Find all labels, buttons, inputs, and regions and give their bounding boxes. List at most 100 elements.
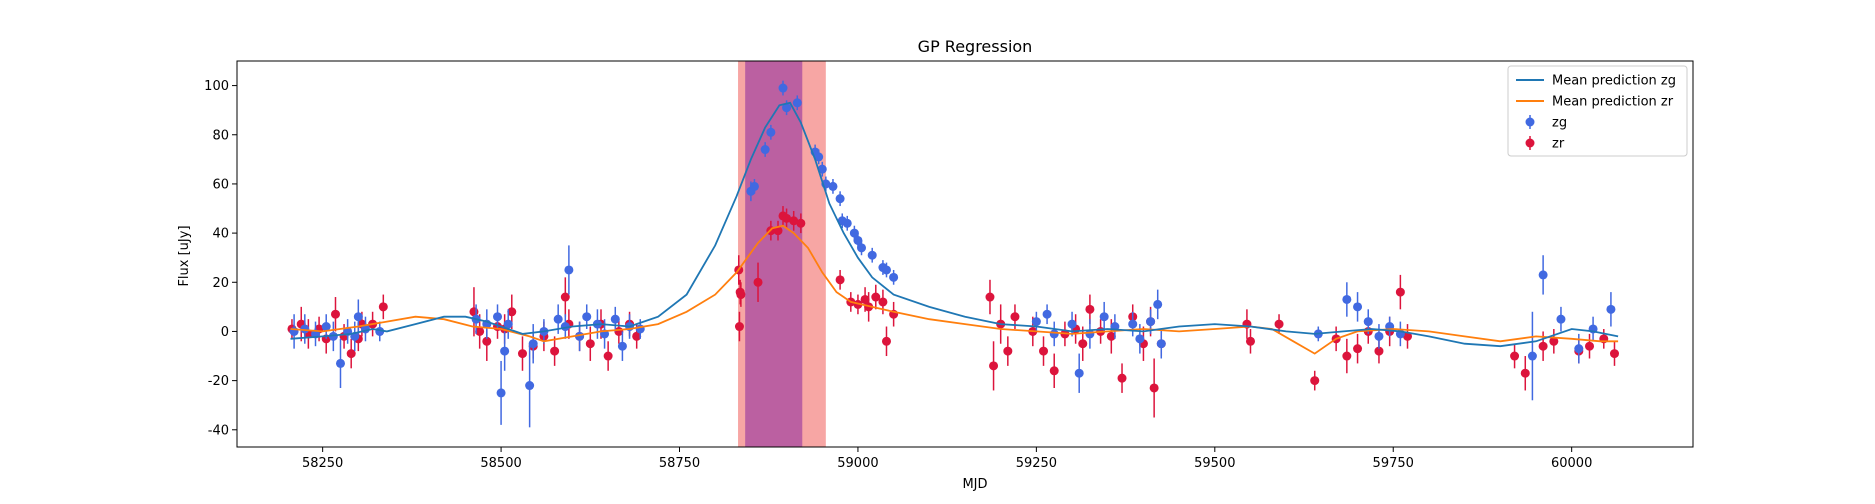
zr-marker — [1245, 336, 1255, 346]
zr-point-59 — [1049, 353, 1059, 388]
legend-label: zr — [1552, 137, 1565, 152]
zg-marker — [500, 346, 510, 356]
legend-marker-swatch — [1525, 138, 1535, 148]
zr-marker — [475, 326, 485, 336]
zr-marker — [603, 351, 613, 361]
zg-marker — [842, 218, 852, 228]
chart-title: GP Regression — [918, 37, 1033, 56]
zg-marker — [525, 381, 535, 391]
x-tick-label: 58500 — [480, 456, 521, 471]
zg-point-53 — [889, 269, 899, 285]
zr-marker — [482, 336, 492, 346]
zr-point-22 — [550, 336, 560, 366]
y-tick-100: 100 — [204, 79, 237, 94]
legend-label: Mean prediction zr — [1552, 95, 1674, 110]
zg-point-43 — [828, 179, 838, 194]
zg-marker — [1374, 331, 1384, 341]
legend-marker-swatch — [1525, 117, 1535, 127]
zr-point-19 — [517, 336, 527, 371]
zr-marker — [1085, 304, 1095, 314]
zr-marker — [1585, 341, 1595, 351]
zr-point-75 — [1310, 370, 1320, 391]
zg-marker — [610, 314, 620, 324]
zg-point-15 — [500, 331, 510, 371]
zg-marker — [1146, 317, 1156, 327]
zr-point-43 — [835, 269, 845, 290]
zr-marker — [517, 349, 527, 359]
y-tick-20: 20 — [212, 276, 237, 291]
zr-point-53 — [989, 341, 999, 391]
zg-point-58 — [1074, 353, 1084, 393]
zr-marker — [346, 349, 356, 359]
zg-point-9 — [353, 299, 363, 334]
zr-marker — [1403, 331, 1413, 341]
zg-marker — [582, 312, 592, 322]
zg-marker — [1042, 309, 1052, 319]
zg-point-44 — [835, 191, 845, 207]
zg-point-18 — [525, 343, 535, 428]
shaded-region-2 — [745, 61, 803, 447]
zg-marker — [1031, 317, 1041, 327]
zr-marker — [860, 294, 870, 304]
legend-entry-2: Mean prediction zr — [1516, 95, 1674, 110]
zg-point-40 — [814, 149, 824, 165]
zr-marker — [1274, 319, 1284, 329]
zg-point-79 — [1606, 292, 1616, 327]
zr-marker — [1374, 346, 1384, 356]
y-tick-80: 80 — [212, 128, 237, 143]
zg-errorbars — [289, 80, 1616, 428]
zg-point-65 — [1153, 289, 1163, 320]
y-tick-60: 60 — [212, 177, 237, 192]
zr-point-73 — [1245, 328, 1255, 354]
y-tick-label: 20 — [212, 276, 229, 291]
zg-marker — [1099, 312, 1109, 322]
zg-marker — [1363, 317, 1373, 327]
zg-point-46 — [842, 215, 852, 231]
x-axis-label: MJD — [962, 477, 987, 492]
zr-marker — [1106, 331, 1116, 341]
mean-prediction-lines — [290, 101, 1619, 355]
zg-point-41 — [817, 161, 827, 177]
y-tick-label: 0 — [221, 325, 229, 340]
zr-point-8 — [346, 338, 356, 369]
x-tick-59500: 59500 — [1194, 447, 1235, 471]
y-tick-label: -20 — [208, 374, 229, 389]
zg-marker — [782, 103, 792, 113]
legend-entry-1: Mean prediction zg — [1516, 74, 1676, 89]
x-tick-59750: 59750 — [1373, 447, 1414, 471]
y-tick-label: -40 — [208, 423, 229, 438]
y-tick-label: 60 — [212, 177, 229, 192]
zr-marker — [789, 216, 799, 226]
zr-marker — [796, 218, 806, 228]
zg-marker — [792, 98, 802, 108]
zg-marker — [321, 322, 331, 332]
zg-marker — [1527, 351, 1537, 361]
zg-marker — [1074, 368, 1084, 378]
zg-point-74 — [1538, 255, 1548, 295]
zr-point-91 — [1609, 341, 1619, 366]
zg-marker — [503, 319, 513, 329]
zg-marker — [1538, 270, 1548, 280]
zr-marker — [835, 275, 845, 285]
zg-marker — [867, 250, 877, 260]
zg-point-38 — [792, 95, 802, 111]
zr-point-48 — [871, 284, 881, 310]
zr-point-89 — [1585, 333, 1595, 359]
zr-marker — [881, 336, 891, 346]
zg-marker — [1049, 329, 1059, 339]
zg-point-69 — [1353, 292, 1363, 322]
zr-point-82 — [1395, 274, 1405, 310]
x-tick-58500: 58500 — [480, 447, 522, 471]
zr-marker — [585, 339, 595, 349]
zg-point-62 — [1128, 311, 1138, 337]
y-tick-0: 0 — [221, 325, 237, 340]
zr-marker — [1342, 351, 1352, 361]
zg-marker — [353, 312, 363, 322]
zr-point-6 — [330, 297, 340, 332]
zr-point-12 — [378, 294, 388, 320]
zg-marker — [778, 83, 788, 93]
zr-point-36 — [753, 262, 763, 302]
zr-marker — [1538, 341, 1548, 351]
zr-point-50 — [881, 326, 891, 357]
mean-prediction-zg-line — [290, 101, 1619, 348]
